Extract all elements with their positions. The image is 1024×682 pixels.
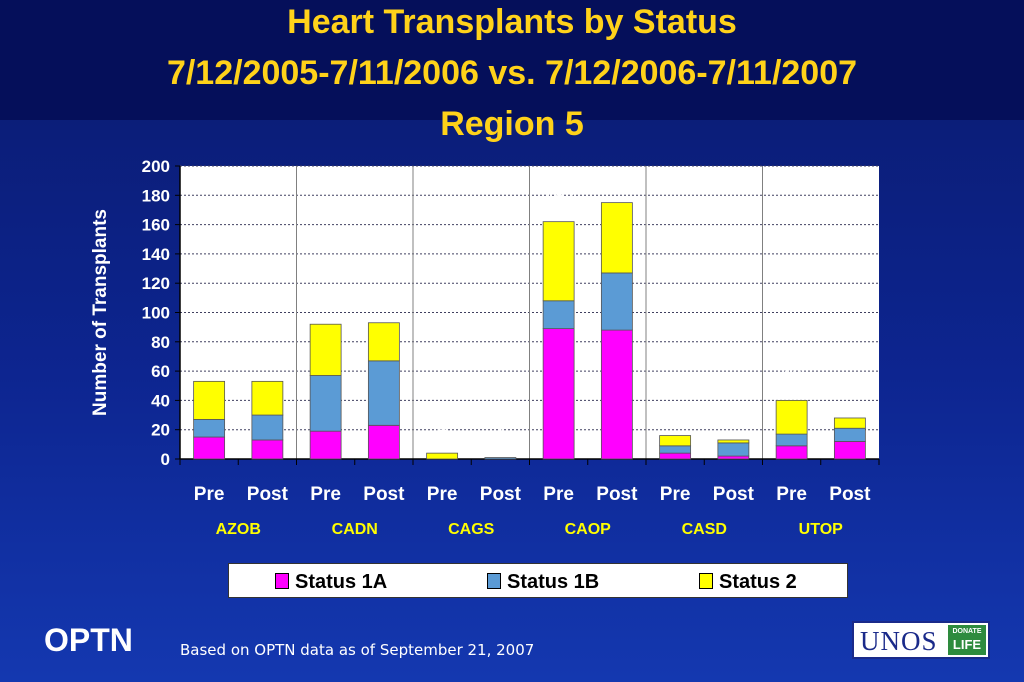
- bar-status-1a-3: [367, 424, 400, 460]
- group-label-azob: AZOB: [216, 521, 261, 538]
- group-label-utop: UTOP: [799, 521, 843, 538]
- data-label-total-4: 4: [437, 419, 448, 439]
- title-band: [0, 0, 1024, 120]
- bar-status-1b-1: [251, 414, 284, 441]
- x-tick-label-4: Pre: [427, 484, 458, 505]
- optn-logo: OPTN: [44, 622, 133, 658]
- bar-status-2-8: [659, 435, 692, 447]
- bar-status-1a-7: [600, 329, 633, 460]
- bar-status-2-4: [426, 452, 459, 460]
- data-label-total-8: 16: [664, 402, 686, 422]
- x-tick-label-6: Pre: [543, 484, 574, 505]
- data-source-note: Based on OPTN data as of September 21, 2…: [180, 641, 535, 659]
- x-tick-label-1: Post: [247, 484, 289, 505]
- bar-status-2-2: [309, 323, 342, 376]
- donate-badge-top: DONATE: [952, 628, 982, 635]
- group-label-cadn: CADN: [332, 521, 378, 538]
- legend-swatch-status-1b: [487, 573, 501, 589]
- bar-status-1b-6: [542, 300, 575, 330]
- bar-status-1b-11: [833, 427, 866, 442]
- bar-status-1b-2: [309, 375, 342, 432]
- group-label-casd: CASD: [682, 521, 727, 538]
- x-tick-label-8: Pre: [660, 484, 691, 505]
- legend-swatch-status-1a: [275, 573, 289, 589]
- legend-label-status-1a: Status 1A: [295, 571, 388, 593]
- bar-status-2-9: [717, 439, 750, 444]
- bar-status-2-6: [542, 221, 575, 302]
- y-tick-label-0: 0: [161, 450, 170, 469]
- data-label-total-6: 162: [542, 188, 574, 208]
- x-tick-label-5: Post: [480, 484, 522, 505]
- unos-logo-text: UNOS: [860, 626, 938, 656]
- y-axis-label: Number of Transplants: [90, 209, 111, 416]
- bar-status-1b-7: [600, 272, 633, 331]
- legend-item-status-1b: Status 1B: [487, 571, 599, 594]
- bar-status-1a-8: [659, 452, 692, 460]
- x-tick-label-9: Post: [713, 484, 755, 505]
- unos-logo: UNOS DONATE LIFE: [852, 621, 990, 659]
- x-tick-label-10: Pre: [776, 484, 807, 505]
- bar-status-2-1: [251, 380, 284, 416]
- bar-status-1a-9: [717, 455, 750, 460]
- x-tick-label-3: Post: [363, 484, 405, 505]
- legend: Status 1A Status 1B Status 2: [228, 563, 848, 598]
- bar-status-1a-11: [833, 441, 866, 460]
- y-tick-label-20: 20: [151, 421, 170, 440]
- chart-title-line-3: Region 5: [440, 105, 584, 143]
- bar-status-1a-2: [309, 430, 342, 460]
- legend-item-status-1a: Status 1A: [275, 571, 387, 594]
- data-label-total-1: 53: [257, 347, 279, 367]
- x-tick-label-11: Post: [829, 484, 871, 505]
- bar-status-1b-8: [659, 445, 692, 454]
- y-tick-label-100: 100: [142, 304, 170, 323]
- legend-item-status-2: Status 2: [699, 571, 797, 594]
- chart-title-line-2: 7/12/2005-7/11/2006 vs. 7/12/2006-7/11/2…: [166, 54, 858, 92]
- x-tick-label-2: Pre: [310, 484, 341, 505]
- group-label-cags: CAGS: [448, 521, 495, 538]
- legend-label-status-2: Status 2: [719, 571, 797, 593]
- data-label-total-2: 92: [315, 290, 337, 310]
- bar-status-2-11: [833, 417, 866, 429]
- bar-status-1b-9: [717, 442, 750, 457]
- bar-status-1a-6: [542, 328, 575, 460]
- y-tick-label-120: 120: [142, 274, 170, 293]
- y-tick-label-160: 160: [142, 216, 170, 235]
- legend-swatch-status-2: [699, 573, 713, 589]
- bar-status-2-0: [193, 380, 226, 420]
- bar-status-1b-10: [775, 433, 808, 447]
- bar-status-2-3: [367, 322, 400, 362]
- x-tick-label-7: Post: [596, 484, 638, 505]
- bar-status-1a-0: [193, 436, 226, 460]
- y-tick-label-60: 60: [151, 362, 170, 381]
- data-label-total-7: 175: [601, 169, 633, 189]
- group-label-caop: CAOP: [565, 521, 612, 538]
- bar-status-1b-3: [367, 360, 400, 426]
- bar-status-2-10: [775, 399, 808, 435]
- data-label-total-0: 53: [198, 347, 220, 367]
- donate-life-badge: DONATE LIFE: [948, 625, 986, 655]
- data-label-total-10: 40: [781, 366, 803, 386]
- y-tick-label-200: 200: [142, 157, 170, 176]
- y-tick-label-80: 80: [151, 333, 170, 352]
- data-label-total-5: 1: [495, 424, 506, 444]
- y-tick-label-180: 180: [142, 186, 170, 205]
- data-label-total-9: 13: [723, 406, 745, 426]
- x-tick-label-0: Pre: [194, 484, 225, 505]
- y-tick-label-140: 140: [142, 245, 170, 264]
- y-tick-label-40: 40: [151, 391, 170, 410]
- donate-badge-bottom: LIFE: [952, 637, 982, 652]
- bar-status-1a-10: [775, 445, 808, 460]
- bar-status-2-7: [600, 202, 633, 274]
- bar-status-1b-5: [484, 457, 517, 460]
- bar-status-1b-0: [193, 419, 226, 438]
- data-label-total-11: 28: [839, 384, 861, 404]
- bar-status-1a-1: [251, 439, 284, 460]
- chart-title-line-1: Heart Transplants by Status: [287, 3, 737, 41]
- data-label-total-3: 93: [373, 289, 395, 309]
- legend-label-status-1b: Status 1B: [507, 571, 600, 593]
